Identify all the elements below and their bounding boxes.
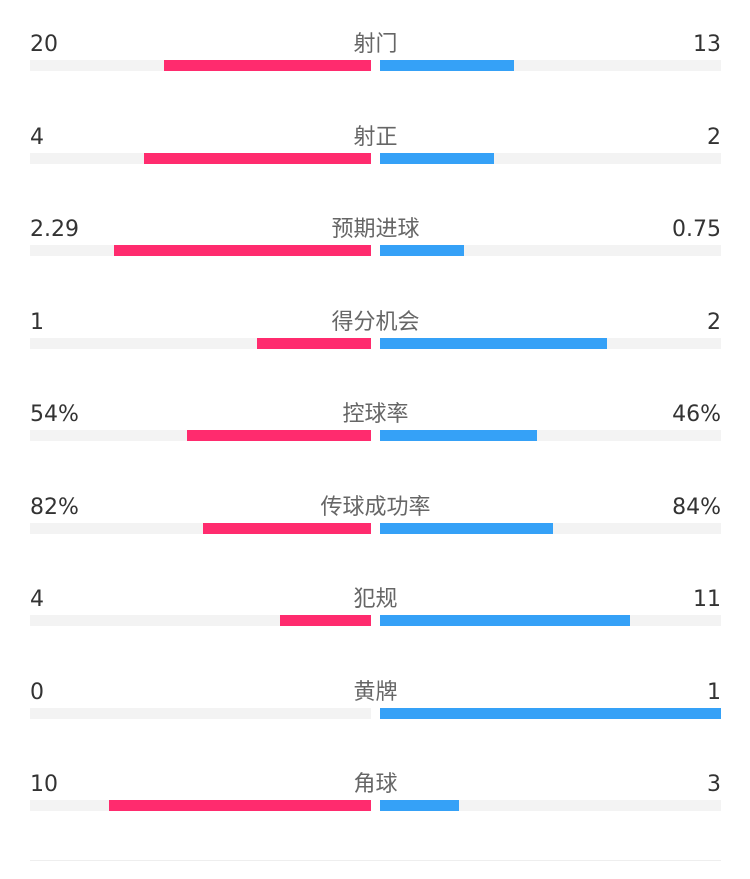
away-bar (380, 430, 537, 441)
away-bar (380, 245, 465, 256)
home-bar (186, 430, 371, 441)
home-track (30, 337, 371, 349)
home-value: 0 (30, 679, 44, 705)
stat-row: 54% 控球率 46% (30, 392, 721, 485)
divider (30, 860, 721, 861)
stat-label: 预期进球 (331, 217, 420, 242)
away-value: 3 (707, 772, 721, 797)
home-track (30, 430, 371, 441)
home-bar (164, 60, 371, 71)
home-value: 20 (30, 32, 58, 57)
away-track (380, 337, 721, 349)
away-track (380, 60, 721, 71)
stat-label: 射门 (353, 32, 398, 57)
home-track (30, 245, 371, 256)
away-value: 0.75 (672, 217, 721, 242)
home-value: 2.29 (30, 217, 79, 242)
away-value: 1 (707, 679, 721, 705)
away-bar (380, 152, 494, 164)
stat-label: 黄牌 (353, 679, 398, 705)
stat-label: 射正 (353, 124, 398, 150)
home-track (30, 707, 371, 719)
away-bar (380, 707, 721, 719)
away-bar (380, 615, 631, 626)
home-value: 82% (30, 494, 79, 520)
stat-label: 传球成功率 (320, 494, 431, 520)
home-bar (143, 152, 371, 164)
stat-label: 角球 (353, 772, 398, 797)
home-track (30, 522, 371, 534)
home-track (30, 800, 371, 811)
home-value: 10 (30, 772, 58, 797)
stat-row: 2.29 预期进球 0.75 (30, 207, 721, 300)
away-bar (380, 522, 553, 534)
stat-row: 82% 传球成功率 84% (30, 485, 721, 578)
away-track (380, 707, 721, 719)
stat-row: 4 射正 2 (30, 115, 721, 208)
away-value: 2 (707, 309, 721, 335)
away-value: 11 (693, 587, 721, 612)
home-value: 1 (30, 309, 44, 335)
away-bar (380, 337, 608, 349)
away-track (380, 245, 721, 256)
home-bar (108, 800, 371, 811)
away-track (380, 152, 721, 164)
home-track (30, 60, 371, 71)
home-track (30, 152, 371, 164)
stat-row: 10 角球 3 (30, 762, 721, 855)
stat-label: 得分机会 (331, 309, 420, 335)
away-bar (380, 60, 515, 71)
home-bar (114, 245, 371, 256)
stat-label: 控球率 (342, 402, 409, 427)
home-bar (257, 337, 371, 349)
home-bar (202, 522, 371, 534)
away-track (380, 430, 721, 441)
away-bar (380, 800, 459, 811)
stat-label: 犯规 (353, 587, 398, 612)
home-bar (280, 615, 371, 626)
away-track (380, 800, 721, 811)
away-track (380, 615, 721, 626)
away-value: 2 (707, 124, 721, 150)
home-value: 4 (30, 587, 44, 612)
stat-row: 4 犯规 11 (30, 577, 721, 670)
stat-row: 20 射门 13 (30, 22, 721, 115)
away-value: 46% (672, 402, 721, 427)
stat-row: 1 得分机会 2 (30, 300, 721, 393)
away-track (380, 522, 721, 534)
home-value: 4 (30, 124, 44, 150)
away-value: 13 (693, 32, 721, 57)
stat-row: 0 黄牌 1 (30, 670, 721, 763)
away-value: 84% (672, 494, 721, 520)
home-value: 54% (30, 402, 79, 427)
home-track (30, 615, 371, 626)
